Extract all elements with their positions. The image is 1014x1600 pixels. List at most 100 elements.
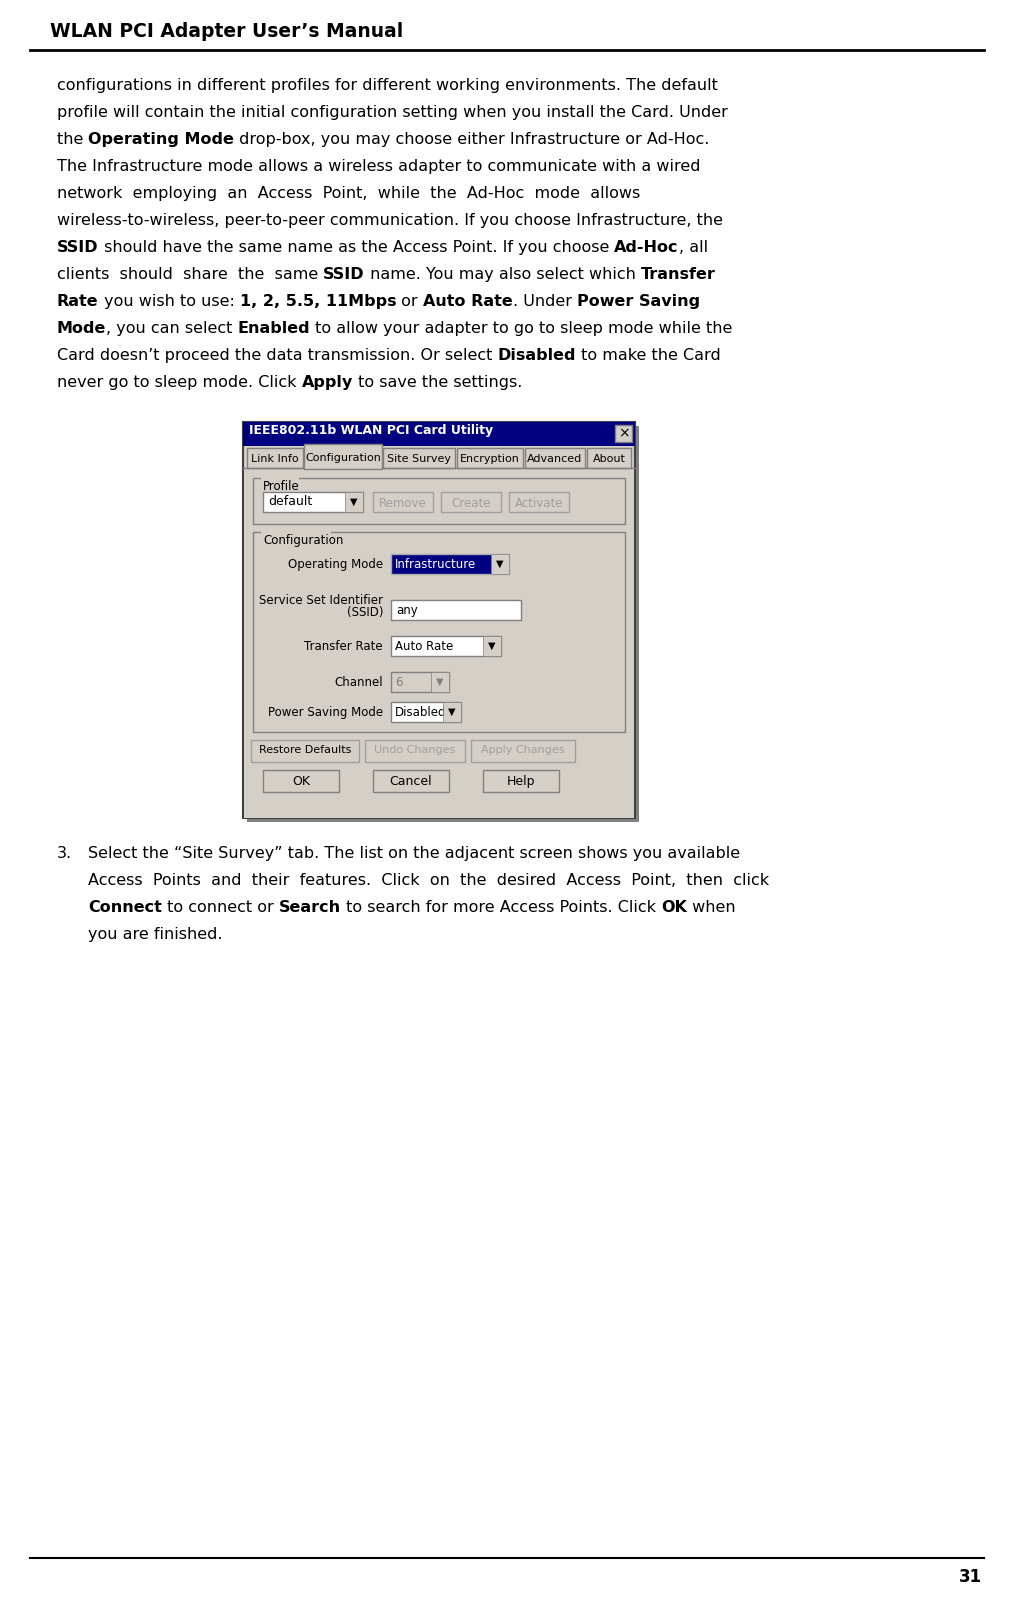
Text: Cancel: Cancel — [389, 774, 432, 787]
Text: ▼: ▼ — [448, 707, 455, 717]
Text: ▼: ▼ — [436, 677, 444, 686]
Bar — [243, 422, 635, 446]
Text: configurations in different profiles for different working environments. The def: configurations in different profiles for… — [57, 78, 718, 93]
Text: ▼: ▼ — [489, 642, 496, 651]
Bar — [443, 702, 461, 722]
Text: Channel: Channel — [335, 675, 383, 690]
Bar — [254, 478, 625, 525]
Bar — [483, 770, 559, 792]
Text: 1, 2, 5.5, 11Mbps: 1, 2, 5.5, 11Mbps — [239, 294, 396, 309]
Text: default: default — [268, 494, 312, 509]
Bar — [391, 672, 449, 691]
Bar — [261, 531, 331, 542]
Text: when: when — [686, 899, 735, 915]
Text: Power Saving: Power Saving — [577, 294, 700, 309]
Text: Rate: Rate — [57, 294, 98, 309]
Bar — [509, 493, 569, 512]
Text: you wish to use:: you wish to use: — [98, 294, 239, 309]
Text: Profile: Profile — [263, 480, 300, 493]
Text: Advanced: Advanced — [527, 454, 583, 464]
Bar — [470, 739, 575, 762]
Text: Activate: Activate — [515, 498, 563, 510]
Text: SSID: SSID — [323, 267, 365, 282]
Bar — [525, 448, 585, 467]
Text: Infrastructure: Infrastructure — [395, 558, 477, 571]
Bar — [391, 600, 521, 619]
Text: Apply: Apply — [301, 374, 353, 390]
Text: IEEE802.11b WLAN PCI Card Utility: IEEE802.11b WLAN PCI Card Utility — [249, 424, 493, 437]
Text: , you can select: , you can select — [106, 322, 238, 336]
Text: Enabled: Enabled — [238, 322, 310, 336]
Text: clients  should  share  the  same: clients should share the same — [57, 267, 323, 282]
Text: profile will contain the initial configuration setting when you install the Card: profile will contain the initial configu… — [57, 106, 728, 120]
Text: Select the “Site Survey” tab. The list on the adjacent screen shows you availabl: Select the “Site Survey” tab. The list o… — [88, 846, 740, 861]
Text: or: or — [396, 294, 423, 309]
Text: wireless-to-wireless, peer-to-peer communication. If you choose Infrastructure, : wireless-to-wireless, peer-to-peer commu… — [57, 213, 723, 227]
Text: Transfer Rate: Transfer Rate — [304, 640, 383, 653]
Bar — [391, 702, 461, 722]
Text: . Under: . Under — [513, 294, 577, 309]
Bar — [391, 635, 501, 656]
Bar — [383, 448, 455, 467]
Text: Service Set Identifier: Service Set Identifier — [259, 594, 383, 606]
Text: Disabled: Disabled — [498, 349, 576, 363]
Bar — [615, 426, 632, 442]
Text: 31: 31 — [959, 1568, 982, 1586]
Text: drop-box, you may choose either Infrastructure or Ad-Hoc.: drop-box, you may choose either Infrastr… — [234, 133, 710, 147]
Text: 3.: 3. — [57, 846, 72, 861]
Bar — [261, 477, 299, 488]
Text: Disabled: Disabled — [395, 706, 446, 718]
Text: to make the Card: to make the Card — [576, 349, 721, 363]
Text: ×: × — [618, 427, 630, 440]
Bar — [247, 448, 303, 467]
Bar — [345, 493, 363, 512]
Text: Restore Defaults: Restore Defaults — [259, 746, 351, 755]
Text: any: any — [396, 603, 418, 618]
Text: Connect: Connect — [88, 899, 162, 915]
Text: Configuration: Configuration — [305, 453, 381, 462]
Text: Transfer: Transfer — [641, 267, 716, 282]
Text: OK: OK — [292, 774, 310, 787]
Text: to search for more Access Points. Click: to search for more Access Points. Click — [341, 899, 661, 915]
Text: OK: OK — [661, 899, 686, 915]
Text: the: the — [57, 133, 88, 147]
Bar — [247, 426, 639, 822]
Bar — [483, 635, 501, 656]
Text: Ad-Hoc: Ad-Hoc — [614, 240, 678, 254]
Text: Encryption: Encryption — [460, 454, 520, 464]
Bar — [304, 443, 382, 469]
Text: Remove: Remove — [379, 498, 427, 510]
Text: Access  Points  and  their  features.  Click  on  the  desired  Access  Point,  : Access Points and their features. Click … — [88, 874, 770, 888]
Text: , all: , all — [678, 240, 708, 254]
Text: Auto Rate: Auto Rate — [423, 294, 513, 309]
Text: Auto Rate: Auto Rate — [395, 640, 453, 653]
Text: Search: Search — [279, 899, 341, 915]
Bar — [431, 672, 449, 691]
Text: Operating Mode: Operating Mode — [288, 558, 383, 571]
Text: WLAN PCI Adapter User’s Manual: WLAN PCI Adapter User’s Manual — [50, 22, 404, 42]
Text: The Infrastructure mode allows a wireless adapter to communicate with a wired: The Infrastructure mode allows a wireles… — [57, 158, 701, 174]
Text: name. You may also select which: name. You may also select which — [365, 267, 641, 282]
Text: Apply Changes: Apply Changes — [482, 746, 565, 755]
Text: to connect or: to connect or — [162, 899, 279, 915]
Text: Operating Mode: Operating Mode — [88, 133, 234, 147]
Bar — [441, 493, 501, 512]
Bar — [457, 448, 523, 467]
Text: Site Survey: Site Survey — [387, 454, 451, 464]
Bar — [305, 466, 381, 467]
Text: ▼: ▼ — [350, 498, 358, 507]
Text: Help: Help — [507, 774, 535, 787]
Text: to save the settings.: to save the settings. — [353, 374, 522, 390]
Text: you are finished.: you are finished. — [88, 926, 222, 942]
Text: Power Saving Mode: Power Saving Mode — [268, 706, 383, 718]
Text: never go to sleep mode. Click: never go to sleep mode. Click — [57, 374, 301, 390]
Text: should have the same name as the Access Point. If you choose: should have the same name as the Access … — [98, 240, 614, 254]
Text: 6: 6 — [395, 675, 403, 690]
Bar — [587, 448, 631, 467]
Text: Card doesn’t proceed the data transmission. Or select: Card doesn’t proceed the data transmissi… — [57, 349, 498, 363]
Text: ▼: ▼ — [496, 558, 504, 570]
Bar — [263, 770, 339, 792]
Text: Configuration: Configuration — [263, 534, 344, 547]
Bar — [365, 739, 465, 762]
Text: Link Info: Link Info — [251, 454, 299, 464]
